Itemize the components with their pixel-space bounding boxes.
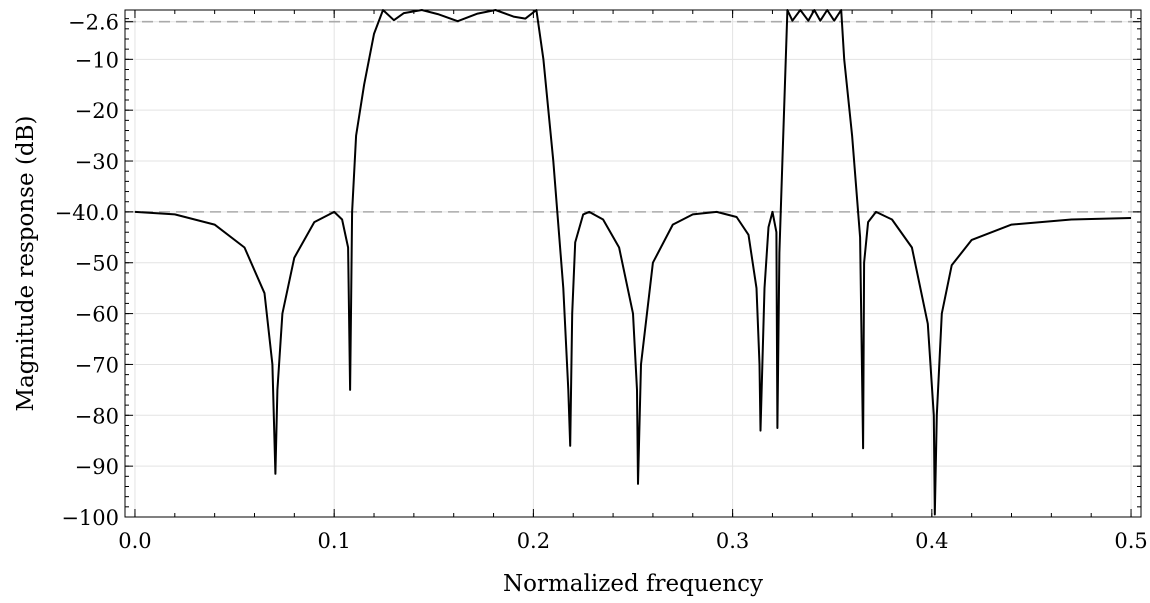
series-line [134, 9, 1132, 516]
y-tick-label: −70 [75, 353, 119, 377]
y-tick-label: −20 [75, 99, 119, 123]
x-axis-label: Normalized frequency [503, 571, 763, 597]
y-tick-label: −50 [75, 252, 119, 276]
x-tick-label: 0.5 [1114, 529, 1147, 553]
x-tick-label: 0.3 [716, 529, 749, 553]
plot-frame [124, 9, 1142, 518]
y-tick-label: −40.0 [55, 201, 119, 225]
y-tick-label: −2.6 [68, 11, 119, 35]
x-tick-label: 0.0 [118, 529, 151, 553]
y-tick-label: −80 [75, 404, 119, 428]
series-layer [134, 9, 1132, 516]
grid-lines [125, 10, 1141, 518]
y-tick-label: −60 [75, 303, 119, 327]
x-tick-label: 0.2 [517, 529, 550, 553]
tick-marks [125, 10, 1141, 518]
x-tick-labels: 0.0 0.1 0.2 0.3 0.4 0.5 [118, 529, 1147, 553]
y-tick-label: −100 [61, 506, 119, 530]
y-tick-labels: −2.6 −10 −20 −30 −40.0 −50 −60 −70 −80 −90 −100 [55, 11, 119, 530]
y-tick-label: −30 [75, 150, 119, 174]
x-tick-label: 0.1 [317, 529, 350, 553]
x-tick-label: 0.4 [915, 529, 948, 553]
y-tick-label: −10 [75, 48, 119, 72]
y-tick-label: −90 [75, 455, 119, 479]
reference-lines [125, 20, 1141, 213]
y-axis-label: Magnitude response (dB) [13, 116, 39, 412]
